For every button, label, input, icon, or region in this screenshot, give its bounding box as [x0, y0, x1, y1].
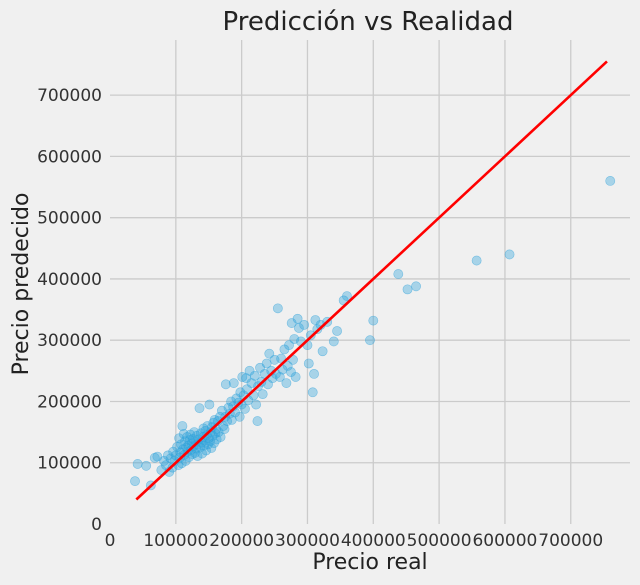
scatter-point: [328, 336, 339, 347]
scatter-point: [201, 445, 212, 456]
scatter-point: [220, 379, 231, 390]
scatter-point: [204, 399, 215, 410]
scatter-point: [132, 459, 143, 469]
scatter-point: [309, 368, 319, 379]
scatter-point: [303, 358, 314, 369]
scatter-point: [289, 334, 300, 344]
y-tick-label: 100000: [37, 454, 102, 474]
scatter-point: [228, 378, 239, 388]
scatter-point: [332, 326, 342, 336]
scatter-point: [281, 378, 292, 388]
x-tick-label: 300000: [275, 531, 340, 551]
scatter-point: [234, 411, 245, 422]
scatter-point: [274, 372, 285, 382]
scatter-point: [141, 460, 152, 471]
scatter-point: [317, 346, 328, 357]
x-tick-label: 400000: [341, 531, 406, 551]
scatter-point: [310, 315, 321, 325]
scatter-point: [251, 399, 262, 410]
scatter-point: [176, 439, 186, 450]
x-axis-title: Precio real: [312, 550, 427, 575]
x-tick-label: 500000: [407, 531, 472, 551]
grid: [110, 40, 630, 524]
y-tick-label: 600000: [37, 147, 102, 167]
x-tick-label: 100000: [143, 531, 208, 551]
y-tick-label: 500000: [37, 209, 102, 229]
scatter-point: [504, 249, 515, 260]
scatter-point: [249, 370, 260, 381]
scatter-point: [257, 389, 268, 400]
y-tick-label: 200000: [37, 392, 102, 412]
y-tick-label: 400000: [37, 270, 102, 290]
x-origin-label: 0: [105, 531, 116, 551]
scatter-point: [365, 335, 375, 346]
chart-title: Predicción vs Realidad: [223, 7, 514, 37]
scatter-point: [342, 291, 352, 301]
scatter-point: [244, 365, 255, 376]
scatter-point: [180, 455, 191, 466]
scatter-point: [206, 443, 217, 453]
scatter-point: [226, 396, 237, 407]
reference-line: [135, 60, 608, 501]
scatter-point: [299, 319, 310, 330]
x-tick-label: 200000: [209, 531, 274, 551]
scatter-point: [393, 269, 404, 279]
scatter-point: [294, 323, 304, 333]
scatter-point: [307, 387, 318, 398]
scatter-point: [177, 421, 188, 431]
x-tick-label: 700000: [538, 531, 603, 551]
scatter-point: [471, 255, 482, 266]
reference-line-group: [135, 60, 608, 501]
scatter-point: [163, 450, 173, 461]
scatter-point: [411, 281, 421, 292]
y-tick-label: 700000: [37, 86, 102, 106]
scatter-point: [194, 403, 205, 414]
scatter-point: [605, 176, 616, 186]
scatter-point: [240, 403, 250, 414]
scatter-point: [215, 432, 226, 442]
scatter-point: [261, 358, 272, 369]
y-axis-title: Precio predecido: [9, 193, 34, 376]
scatter-point: [130, 476, 140, 487]
scatter-point: [272, 303, 283, 314]
scatter-point: [149, 452, 160, 463]
tick-labels: 100000 200000 300000 400000 500000 600000 7000…: [37, 86, 603, 551]
scatter-point: [402, 284, 413, 295]
scatter-point: [252, 416, 263, 426]
y-tick-label: 300000: [37, 331, 102, 351]
scatter-point: [368, 315, 379, 326]
scatter-point: [197, 448, 208, 459]
scatter-point: [187, 449, 198, 460]
scatter-point: [290, 372, 301, 382]
x-tick-label: 600000: [472, 531, 537, 551]
scatter-point: [237, 372, 248, 382]
y-origin-label: 0: [91, 515, 102, 535]
scatter-point: [219, 424, 230, 434]
